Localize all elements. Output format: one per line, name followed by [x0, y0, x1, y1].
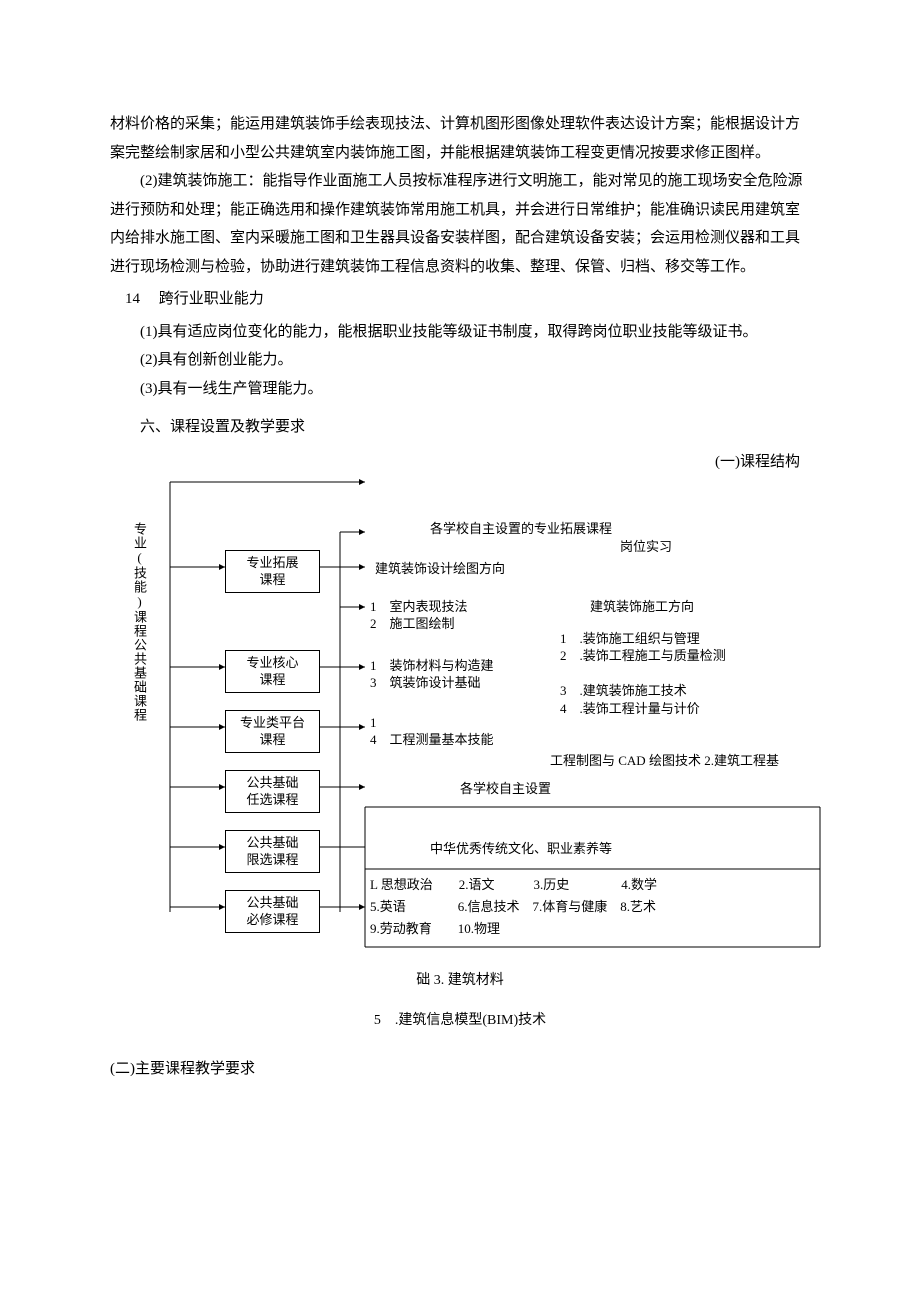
required-row-2: 5.英语 6.信息技术 7.体育与健康 8.艺术 [370, 898, 656, 916]
construction-items: 1 .装饰施工组织与管理 2 .装饰工程施工与质量检测 3 .建筑装饰施工技术 … [560, 630, 726, 718]
core-items: 1 装饰材料与构造建 3 筑装饰设计基础 [370, 657, 494, 692]
item-2: (2)具有创新创业能力。 [110, 346, 810, 375]
design-items: 1 室内表现技法 2 施工图绘制 [370, 598, 468, 633]
design-direction-label: 建筑装饰设计绘图方向 [375, 560, 505, 578]
course-structure-diagram: (一)课程结构 专业(技能)课程公共基础课程 [130, 452, 830, 962]
item-1: (1)具有适应岗位变化的能力，能根据职业技能等级证书制度，取得跨岗位职业技能等级… [110, 318, 810, 347]
box-expansion-course: 专业拓展 课程 [225, 550, 320, 593]
top-extension-line: 各学校自主设置的专业拓展课程 [430, 520, 612, 538]
box-public-limited: 公共基础 限选课程 [225, 830, 320, 873]
box-platform-course: 专业类平台 课程 [225, 710, 320, 753]
footer-line-1: 础 3. 建筑材料 [110, 968, 810, 995]
box-public-optional: 公共基础 任选课程 [225, 770, 320, 813]
paragraph-p2: (2)建筑装饰施工：能指导作业面施工人员按标准程序进行文明施工，能对常见的施工现… [110, 167, 810, 281]
footer-line-2: 5 .建筑信息模型(BIM)技术 [110, 1008, 810, 1035]
item-14-label: 跨行业职业能力 [159, 291, 264, 307]
heading-six: 六、课程设置及教学要求 [110, 413, 810, 442]
item-14-number: 14 [110, 285, 140, 314]
required-row-3: 9.劳动教育 10.物理 [370, 920, 500, 938]
item-14: 14 跨行业职业能力 [110, 285, 810, 314]
paragraph-p1: 材料价格的采集；能运用建筑装饰手绘表现技法、计算机图形图像处理软件表达设计方案；… [110, 110, 810, 167]
optional-line: 各学校自主设置 [460, 780, 551, 798]
limited-line: 中华优秀传统文化、职业素养等 [430, 840, 612, 858]
internship-label: 岗位实习 [620, 538, 672, 556]
construction-direction-label: 建筑装饰施工方向 [590, 598, 694, 616]
cad-line: 工程制图与 CAD 绘图技术 2.建筑工程基 [550, 752, 779, 770]
subsection-2-heading: (二)主要课程教学要求 [110, 1055, 810, 1084]
box-public-required: 公共基础 必修课程 [225, 890, 320, 933]
box-core-course: 专业核心 课程 [225, 650, 320, 693]
platform-items: 1 4 工程测量基本技能 [370, 714, 494, 749]
required-row-1: L 思想政治 2.语文 3.历史 4.数学 [370, 876, 657, 894]
item-3: (3)具有一线生产管理能力。 [110, 375, 810, 404]
